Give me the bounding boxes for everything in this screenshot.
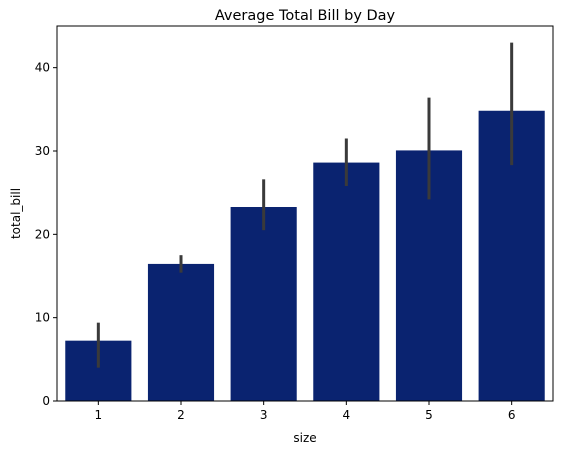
bar-2 — [147, 263, 215, 401]
x-tick-label: 2 — [177, 408, 185, 422]
y-tick-label: 40 — [35, 61, 50, 75]
y-tick-label: 10 — [35, 311, 50, 325]
error-bars-layer — [96, 42, 514, 368]
x-tick-label: 5 — [425, 408, 433, 422]
chart-title: Average Total Bill by Day — [215, 8, 396, 24]
x-tick-label: 6 — [508, 408, 516, 422]
y-tick-label: 0 — [42, 394, 50, 408]
x-axis-ticks: 1 2 3 4 5 6 — [95, 401, 516, 422]
plot-frame — [56, 25, 554, 402]
x-tick-label: 3 — [260, 408, 268, 422]
bar-3 — [230, 207, 297, 401]
y-tick-label: 20 — [35, 227, 50, 241]
y-axis-title: total_bill — [9, 188, 23, 239]
bar-4 — [313, 162, 380, 401]
y-axis-ticks: 0 10 20 30 40 — [35, 61, 57, 408]
x-axis-title: size — [293, 431, 316, 445]
x-tick-label: 4 — [343, 408, 351, 422]
y-tick-label: 30 — [35, 144, 50, 158]
bars-layer — [65, 110, 545, 401]
x-tick-label: 1 — [95, 408, 103, 422]
